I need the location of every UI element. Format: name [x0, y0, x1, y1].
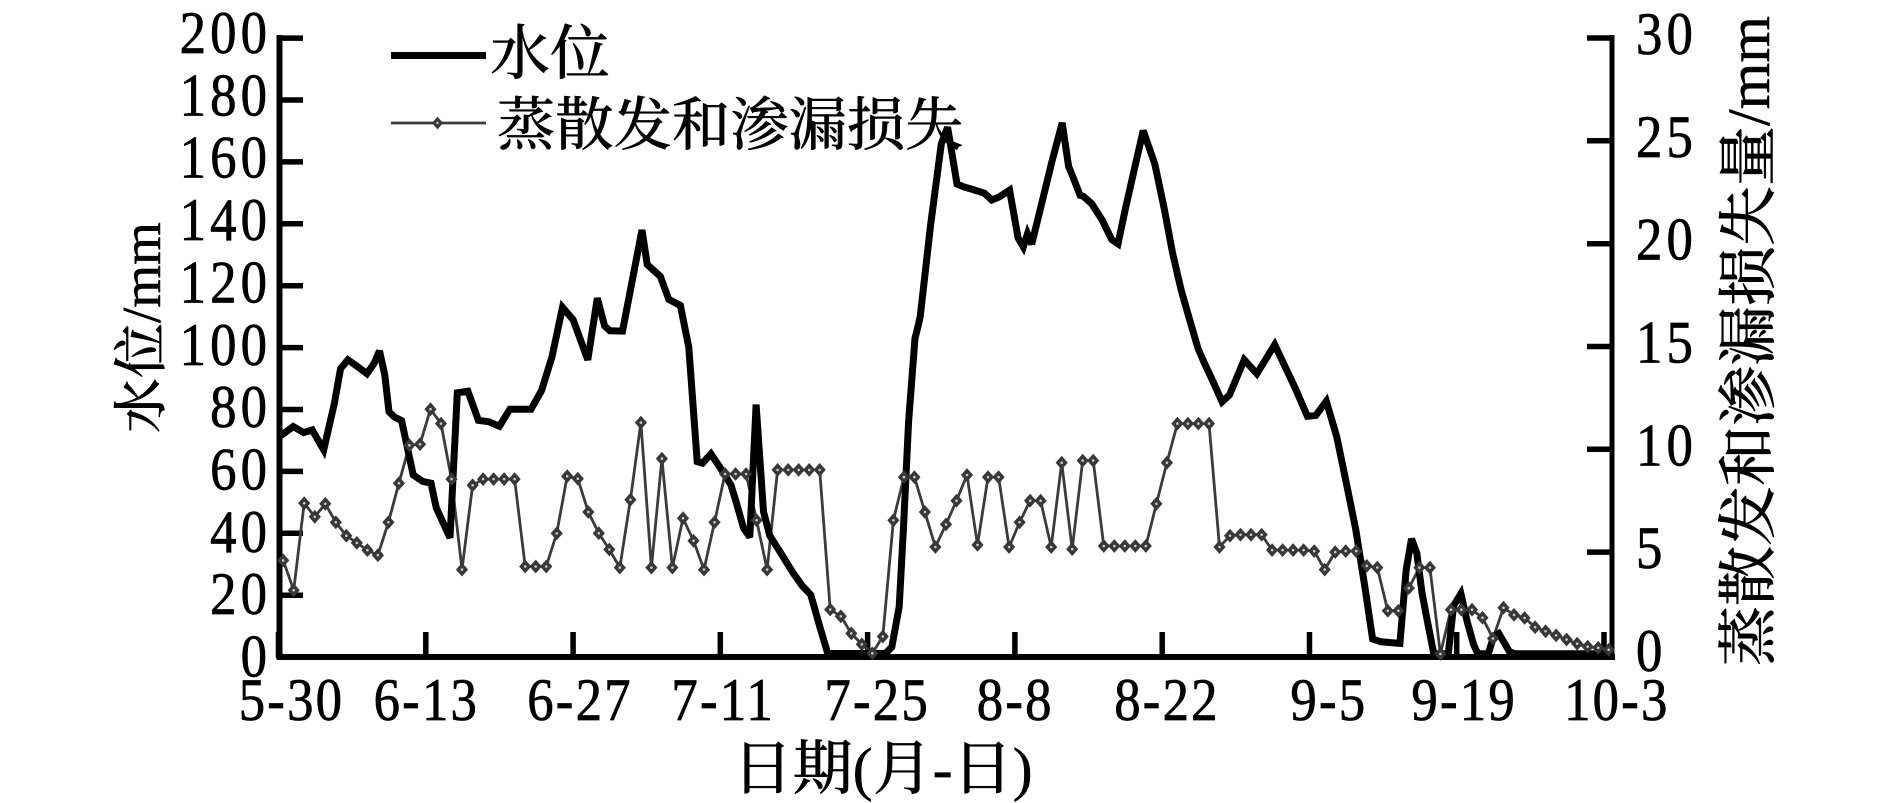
svg-text:8-22: 8-22	[1114, 668, 1220, 734]
svg-text:20: 20	[1636, 208, 1697, 274]
svg-text:0: 0	[241, 624, 272, 690]
svg-text:7-25: 7-25	[824, 668, 930, 734]
svg-text:30: 30	[1636, 2, 1697, 68]
svg-text:5: 5	[1636, 516, 1667, 582]
svg-text:9-19: 9-19	[1411, 668, 1517, 734]
svg-text:10: 10	[1636, 413, 1697, 479]
svg-text:160: 160	[180, 126, 272, 192]
svg-text:15: 15	[1636, 310, 1697, 376]
svg-text:9-5: 9-5	[1290, 668, 1367, 734]
svg-text:0: 0	[1636, 619, 1667, 685]
svg-text:20: 20	[210, 562, 271, 628]
svg-text:7-11: 7-11	[671, 668, 775, 734]
svg-text:10-3: 10-3	[1564, 668, 1670, 734]
svg-text:80: 80	[210, 375, 271, 441]
svg-text:100: 100	[180, 313, 272, 379]
svg-text:6-13: 6-13	[374, 668, 480, 734]
svg-text:40: 40	[210, 500, 271, 566]
svg-text:6-27: 6-27	[527, 668, 633, 734]
svg-text:140: 140	[180, 188, 272, 254]
svg-text:5-30: 5-30	[239, 668, 345, 734]
svg-text:60: 60	[210, 437, 271, 503]
svg-text:8-8: 8-8	[977, 668, 1054, 734]
svg-text:200: 200	[180, 1, 272, 67]
svg-text:180: 180	[180, 63, 272, 129]
svg-text:120: 120	[180, 250, 272, 316]
svg-text:25: 25	[1636, 105, 1697, 171]
